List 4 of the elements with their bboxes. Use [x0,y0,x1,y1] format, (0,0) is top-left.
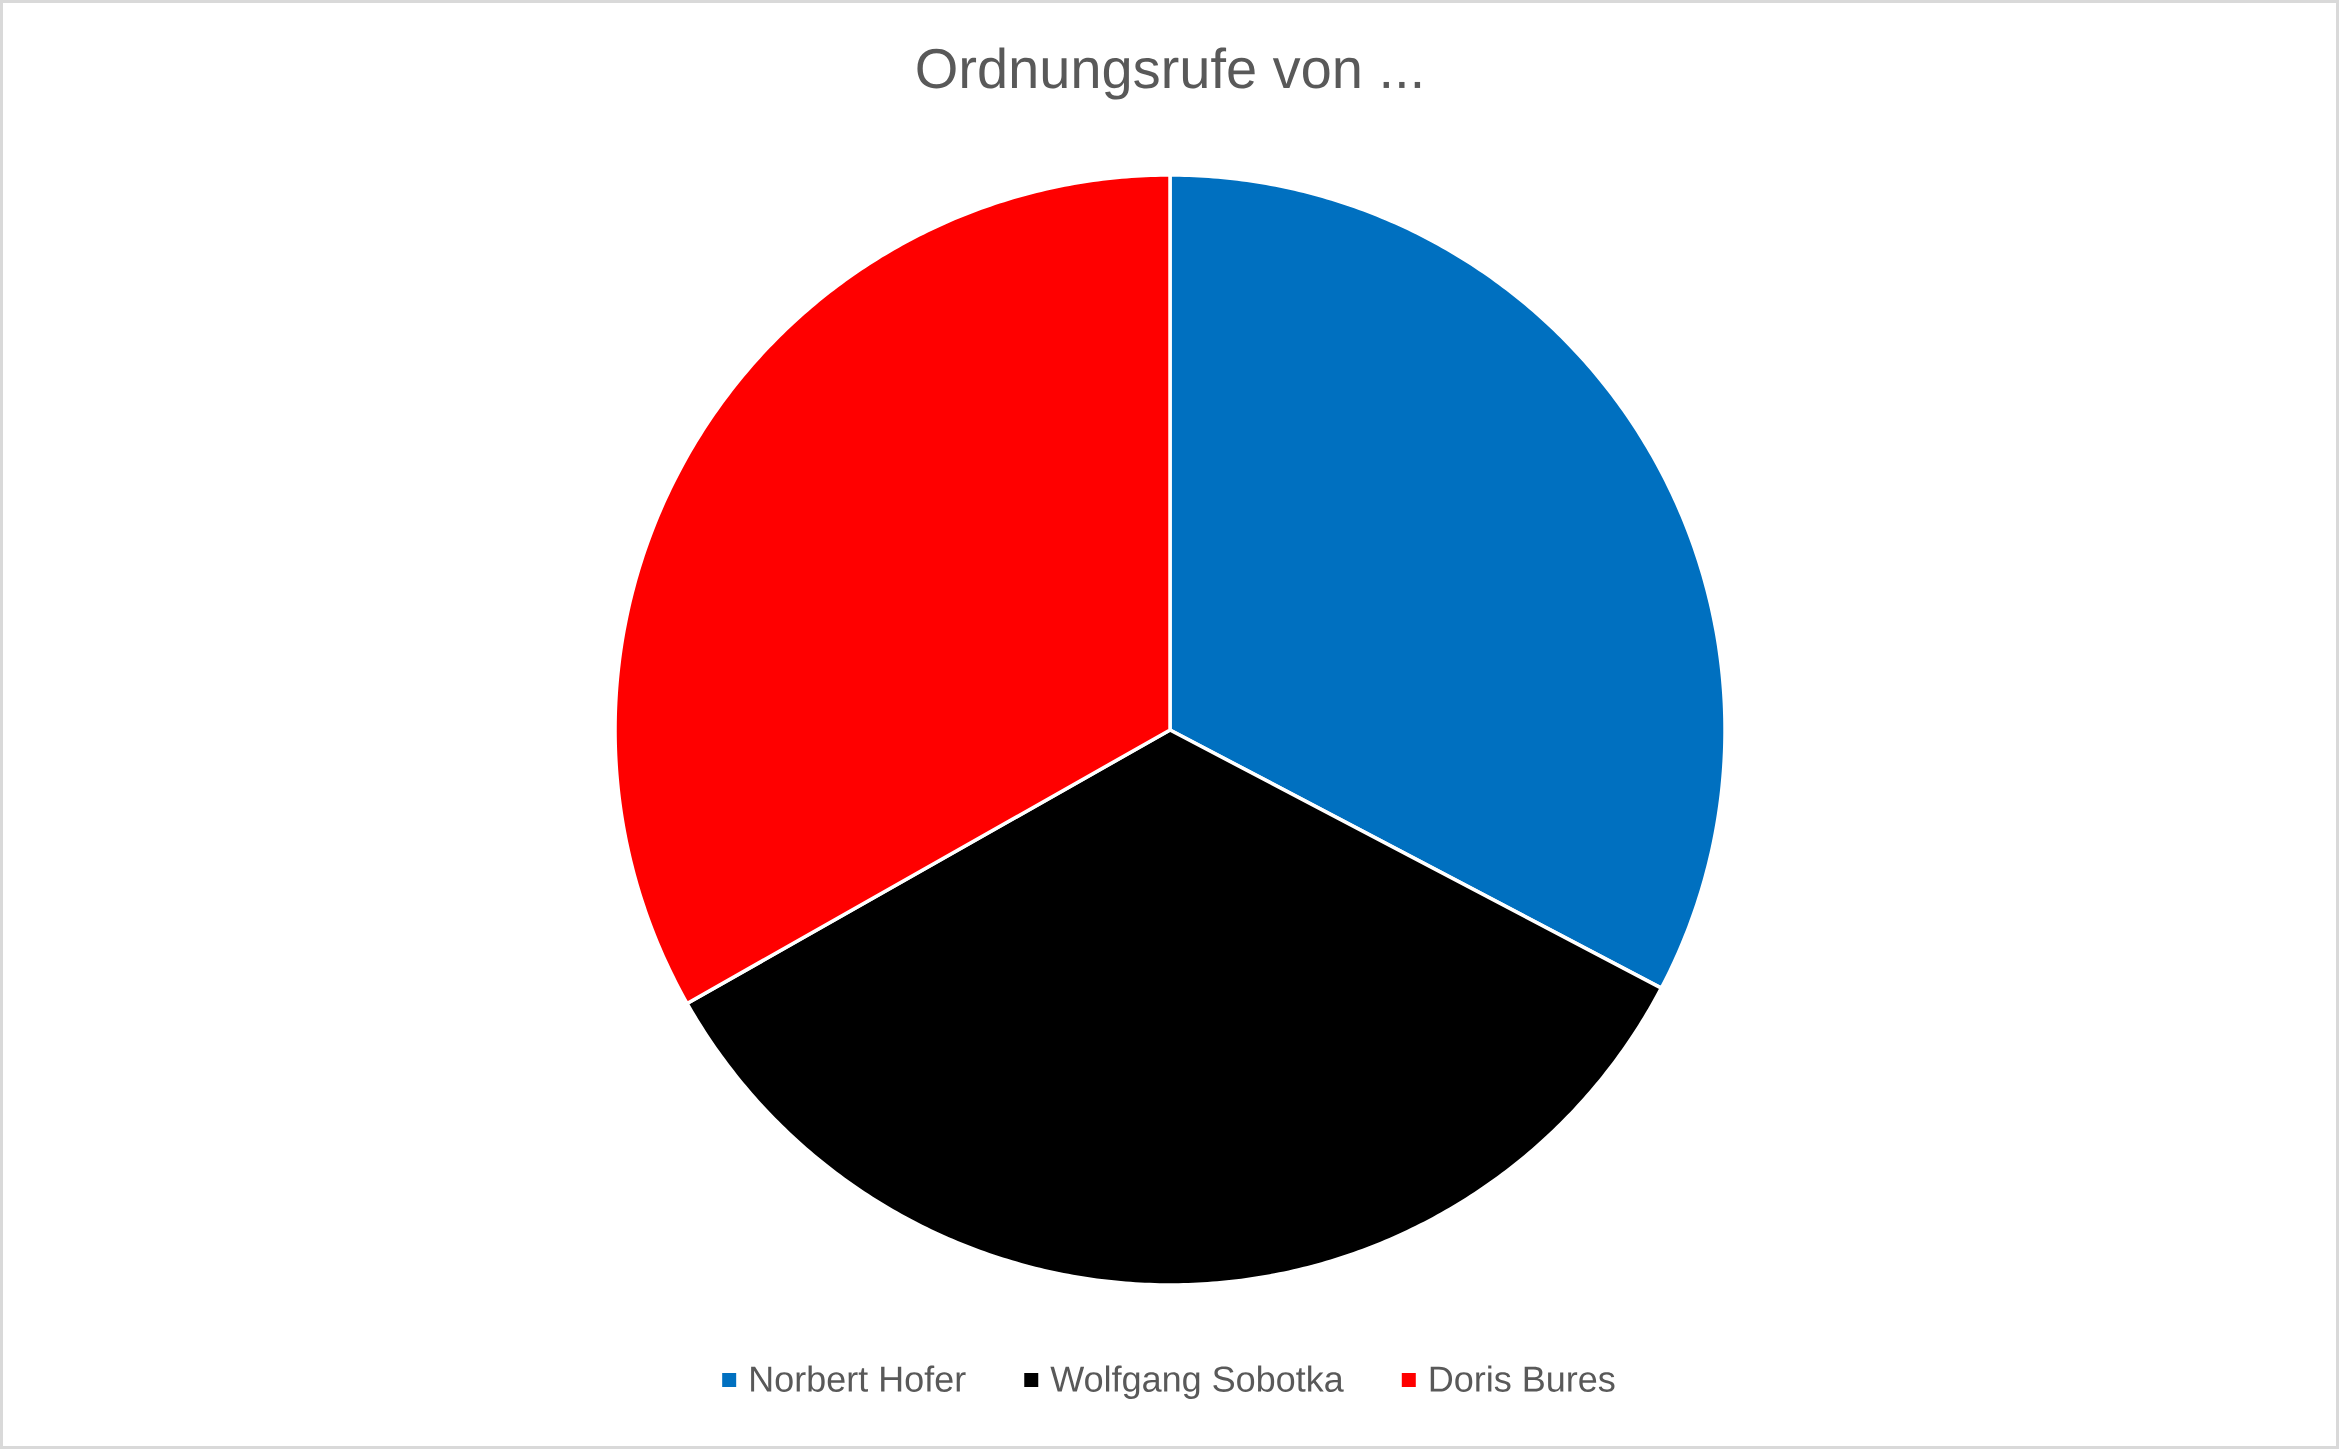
legend-label: Wolfgang Sobotka [1050,1365,1344,1400]
chart-title: Ordnungsrufe von ... [917,47,1421,100]
legend-label: Doris Bures [1430,1365,1615,1392]
legend-label: Norbert Hofer [751,1365,966,1392]
